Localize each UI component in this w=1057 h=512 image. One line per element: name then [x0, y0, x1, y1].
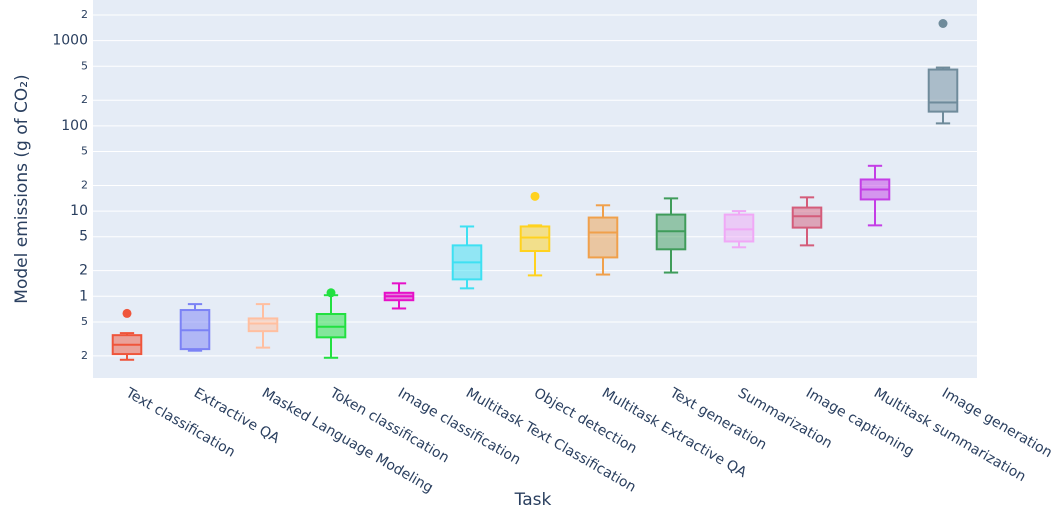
y-tick-label: 5	[81, 145, 88, 158]
plot-area	[93, 0, 977, 378]
y-axis-label: Model emissions (g of CO₂)	[12, 74, 32, 303]
x-tick-label: Token classification	[326, 385, 452, 467]
box	[791, 206, 823, 229]
box	[927, 68, 959, 113]
outlier	[122, 308, 132, 318]
x-axis-label: Task	[514, 490, 552, 510]
y-tick-label: 2	[81, 178, 88, 191]
y-tick-label: 2	[81, 8, 88, 21]
y-tick-label: 1000	[52, 33, 88, 49]
y-tick-label: 10	[70, 203, 88, 219]
x-tick-label: Text classification	[122, 385, 238, 461]
x-tick-label: Image classification	[395, 385, 523, 468]
y-tick-label: 2	[81, 349, 88, 362]
y-tick-label: 5	[81, 315, 88, 328]
y-tick-label: 2	[79, 263, 88, 279]
y-tick-label: 100	[61, 118, 88, 134]
y-tick-label: 5	[81, 59, 88, 72]
outlier	[938, 18, 948, 28]
outlier	[326, 288, 336, 298]
box	[315, 313, 347, 339]
y-tick-label: 2	[81, 93, 88, 106]
box	[587, 216, 619, 259]
box	[723, 213, 755, 243]
x-tick-label: Image generation	[939, 385, 1055, 461]
box	[519, 225, 551, 253]
y-tick-label: 5	[79, 229, 88, 245]
y-tick-label: 1	[79, 288, 88, 304]
outlier	[530, 191, 540, 201]
box	[247, 317, 279, 333]
